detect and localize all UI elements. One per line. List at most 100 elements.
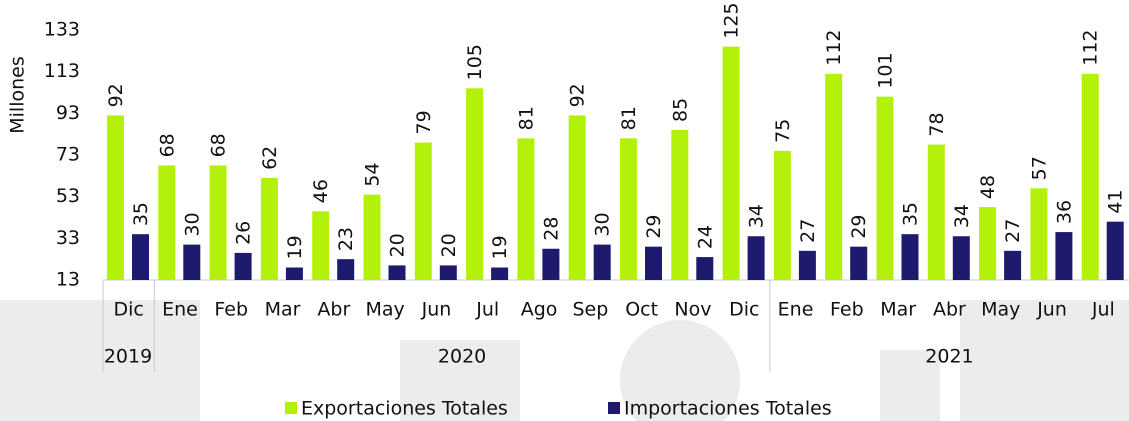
data-label: 85: [669, 98, 691, 122]
data-label: 68: [156, 133, 178, 157]
data-label: 105: [464, 44, 486, 80]
data-label: 54: [362, 162, 384, 186]
x-tick-label: Sep: [572, 299, 608, 321]
x-tick-label: Mar: [265, 299, 301, 321]
bar: [517, 138, 534, 280]
bar: [850, 247, 867, 280]
data-label: 92: [567, 83, 589, 107]
y-tick-label: 53: [56, 185, 80, 207]
bar: [1004, 251, 1021, 280]
bar: [312, 211, 329, 280]
data-label: 20: [438, 233, 460, 257]
legend-label: Exportaciones Totales: [301, 398, 508, 420]
data-label: 81: [515, 106, 537, 130]
data-label: 30: [181, 212, 203, 236]
data-label: 19: [489, 235, 511, 259]
y-tick-label: 113: [44, 60, 80, 82]
bar: [723, 47, 740, 280]
bar: [748, 236, 765, 280]
x-tick-label: Ene: [162, 299, 198, 321]
bar: [825, 74, 842, 280]
data-label: 101: [875, 52, 897, 88]
x-tick-label: Ago: [521, 299, 558, 321]
bar: [877, 97, 894, 280]
data-label: 78: [926, 112, 948, 136]
data-label: 92: [105, 83, 127, 107]
data-label: 35: [900, 202, 922, 226]
data-label: 57: [1028, 156, 1050, 180]
bar: [440, 265, 457, 280]
bar: [928, 145, 945, 280]
bar: [799, 251, 816, 280]
x-tick-label: Feb: [830, 299, 864, 321]
data-label: 112: [1080, 29, 1102, 65]
data-label: 26: [233, 221, 255, 245]
data-label: 24: [694, 225, 716, 249]
data-label: 34: [746, 204, 768, 228]
data-label: 35: [130, 202, 152, 226]
data-label: 68: [208, 133, 230, 157]
x-tick-label: Abr: [317, 299, 350, 321]
y-axis-title: Millones: [7, 56, 29, 133]
bar: [337, 259, 354, 280]
data-label: 34: [951, 204, 973, 228]
x-tick-label: Jul: [1091, 299, 1115, 321]
x-tick-label: Jul: [475, 299, 499, 321]
bar: [953, 236, 970, 280]
bar: [696, 257, 713, 280]
bar: [1107, 222, 1124, 280]
data-label: 62: [259, 146, 281, 170]
bar: [979, 207, 996, 280]
bar: [1030, 188, 1047, 280]
x-tick-label: May: [366, 299, 405, 321]
data-label: 29: [643, 214, 665, 238]
data-label: 36: [1053, 200, 1075, 224]
data-label: 19: [284, 235, 306, 259]
bar: [415, 143, 432, 281]
bar: [107, 115, 124, 280]
data-label: 29: [848, 214, 870, 238]
data-label: 30: [592, 212, 614, 236]
x-tick-label: Abr: [933, 299, 966, 321]
bar: [902, 234, 919, 280]
data-label: 27: [1002, 219, 1024, 243]
bar: [491, 268, 508, 281]
data-label: 48: [977, 175, 999, 199]
data-label: 23: [335, 227, 357, 251]
bar: [569, 115, 586, 280]
bar: [132, 234, 149, 280]
data-label: 28: [540, 217, 562, 241]
x-tick-label: Jun: [421, 299, 452, 321]
legend-label: Importaciones Totales: [624, 398, 832, 420]
x-tick-label: Ene: [778, 299, 814, 321]
x-tick-label: Dic: [729, 299, 759, 321]
y-tick-label: 133: [44, 19, 80, 41]
y-tick-label: 13: [56, 269, 80, 291]
x-tick-label: Jun: [1036, 299, 1067, 321]
data-label: 75: [772, 119, 794, 143]
x-tick-label: Mar: [880, 299, 916, 321]
legend-swatch: [608, 402, 620, 414]
data-label: 79: [413, 110, 435, 134]
x-tick-label: Nov: [674, 299, 711, 321]
bar: [158, 165, 175, 280]
bar: [542, 249, 559, 280]
bar: [620, 138, 637, 280]
y-tick-label: 73: [56, 144, 80, 166]
bar: [774, 151, 791, 280]
bar: [466, 88, 483, 280]
x-group-label: 2019: [104, 346, 152, 368]
bar: [183, 245, 200, 280]
bar: [286, 268, 303, 281]
bar: [1082, 74, 1099, 280]
bar: [645, 247, 662, 280]
x-group-label: 2020: [438, 346, 486, 368]
y-tick-label: 33: [56, 227, 80, 249]
legend-swatch: [285, 402, 297, 414]
bar: [1055, 232, 1072, 280]
data-label: 41: [1105, 189, 1127, 213]
y-tick-label: 93: [56, 102, 80, 124]
data-label: 125: [721, 2, 743, 38]
bar: [261, 178, 278, 280]
bar: [389, 265, 406, 280]
